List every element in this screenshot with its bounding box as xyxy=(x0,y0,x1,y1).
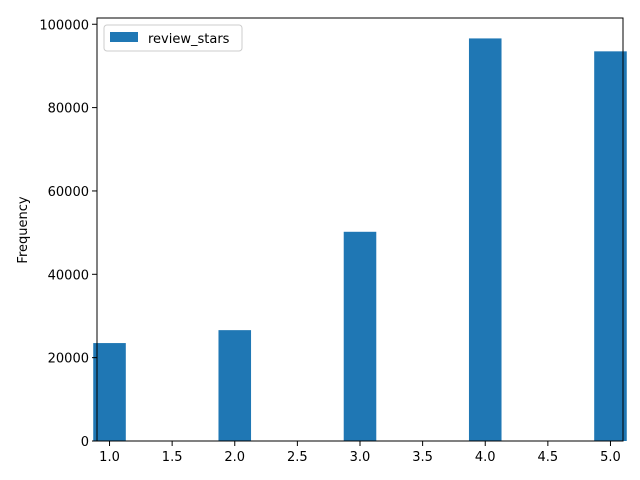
legend: review_stars xyxy=(103,24,243,52)
bar-2 xyxy=(218,330,252,441)
bar-1 xyxy=(93,343,126,441)
bar-3 xyxy=(343,231,377,441)
y-tick-label: 40000 xyxy=(48,268,89,283)
x-tick-label: 1.0 xyxy=(99,450,120,465)
y-tick-label: 20000 xyxy=(48,352,89,367)
legend-frame xyxy=(103,24,243,52)
x-tick-label: 4.0 xyxy=(475,450,496,465)
x-tick-label: 1.5 xyxy=(162,450,183,465)
bar-5 xyxy=(594,51,627,441)
y-axis: 0 20000 40000 60000 80000 100000 xyxy=(39,18,97,450)
x-tick-label: 2.5 xyxy=(287,450,308,465)
bar-4 xyxy=(468,38,502,442)
x-tick-label: 3.0 xyxy=(350,450,371,465)
x-axis: 1.0 1.5 2.0 2.5 3.0 3.5 4.0 4.5 5.0 xyxy=(99,441,621,465)
x-tick-label: 4.5 xyxy=(538,450,559,465)
legend-label-review-stars: review_stars xyxy=(148,32,230,47)
y-tick-label: 0 xyxy=(81,435,89,450)
y-tick-label: 60000 xyxy=(48,185,89,200)
x-tick-label: 5.0 xyxy=(600,450,621,465)
y-tick-label: 80000 xyxy=(48,102,89,117)
x-tick-label: 3.5 xyxy=(412,450,433,465)
y-tick-label: 100000 xyxy=(39,18,89,33)
y-axis-label: Frequency xyxy=(16,196,31,263)
legend-swatch-review-stars xyxy=(110,32,138,42)
x-tick-label: 2.0 xyxy=(224,450,245,465)
plot-area xyxy=(93,38,627,442)
